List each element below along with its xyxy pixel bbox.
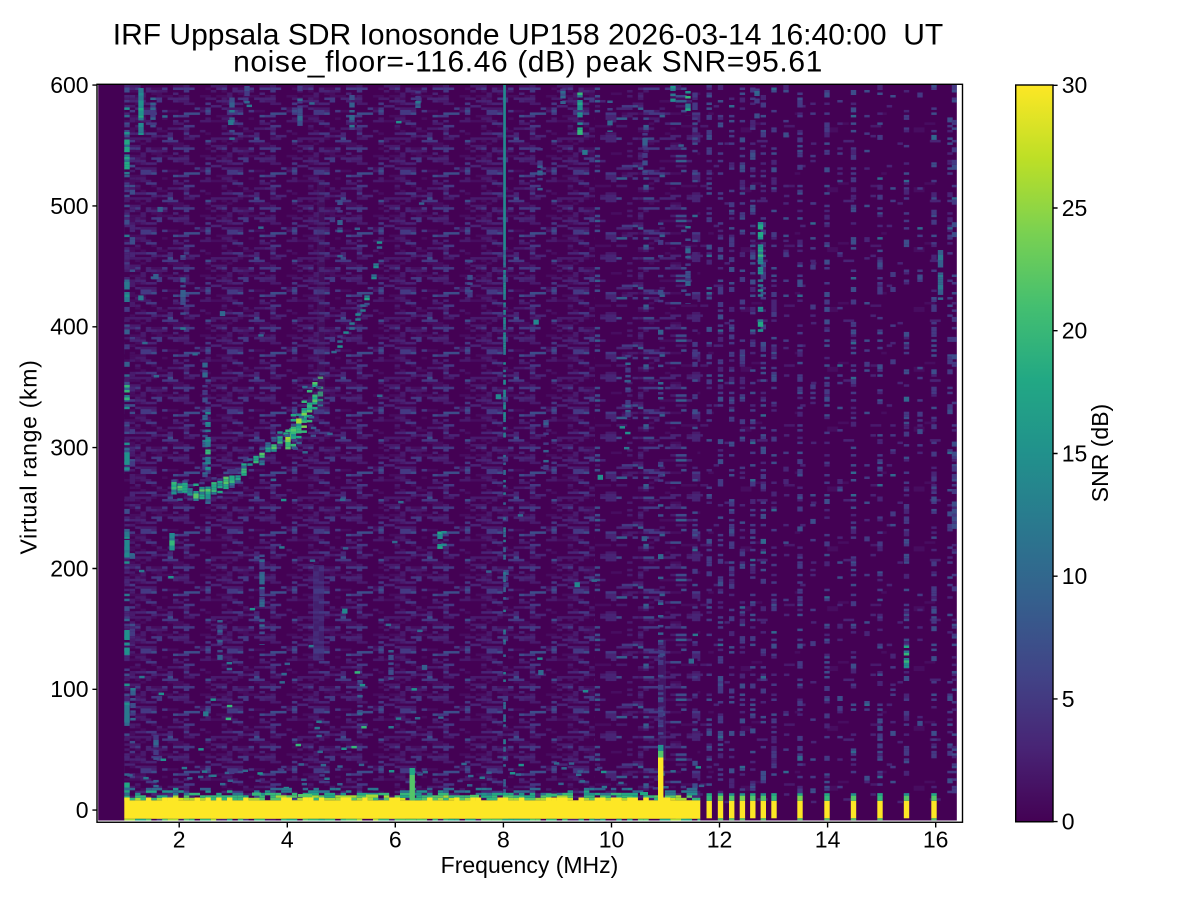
svg-text:8: 8 bbox=[497, 827, 510, 853]
svg-text:100: 100 bbox=[50, 676, 88, 702]
svg-text:500: 500 bbox=[50, 193, 88, 219]
svg-text:SNR (dB): SNR (dB) bbox=[1087, 404, 1113, 502]
svg-text:0: 0 bbox=[76, 797, 89, 823]
svg-text:Frequency (MHz): Frequency (MHz) bbox=[441, 852, 619, 878]
svg-text:5: 5 bbox=[1062, 686, 1075, 712]
svg-text:600: 600 bbox=[50, 72, 88, 98]
svg-text:0: 0 bbox=[1062, 809, 1075, 835]
svg-text:200: 200 bbox=[50, 555, 88, 581]
svg-text:IRF Uppsala SDR Ionosonde UP15: IRF Uppsala SDR Ionosonde UP158 2026-03-… bbox=[113, 18, 944, 51]
svg-text:15: 15 bbox=[1062, 440, 1088, 466]
svg-text:25: 25 bbox=[1062, 195, 1088, 221]
svg-text:20: 20 bbox=[1062, 318, 1088, 344]
svg-text:10: 10 bbox=[1062, 563, 1088, 589]
svg-text:14: 14 bbox=[815, 827, 841, 853]
svg-text:Virtual range (km): Virtual range (km) bbox=[16, 360, 42, 555]
svg-text:400: 400 bbox=[50, 314, 88, 340]
svg-text:10: 10 bbox=[599, 827, 625, 853]
svg-text:12: 12 bbox=[707, 827, 733, 853]
svg-text:16: 16 bbox=[923, 827, 949, 853]
svg-text:30: 30 bbox=[1062, 72, 1088, 98]
svg-text:6: 6 bbox=[389, 827, 402, 853]
svg-text:4: 4 bbox=[281, 827, 294, 853]
svg-text:2: 2 bbox=[173, 827, 186, 853]
svg-text:300: 300 bbox=[50, 435, 88, 461]
svg-text:noise_floor=-116.46 (dB) peak: noise_floor=-116.46 (dB) peak SNR=95.61 bbox=[233, 46, 823, 79]
